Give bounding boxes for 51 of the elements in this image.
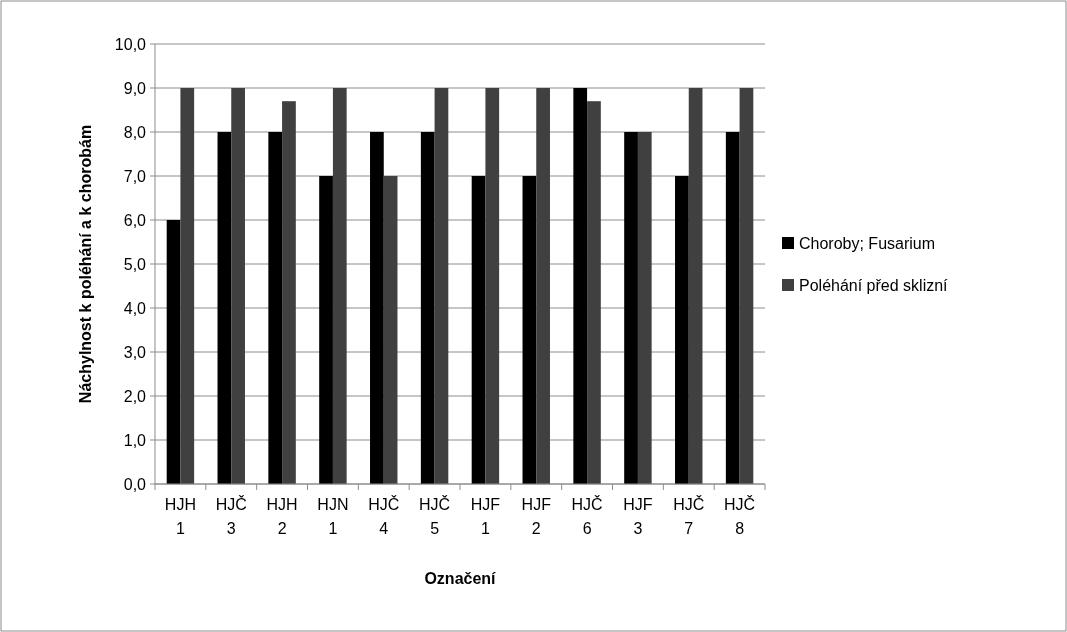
bar	[725, 132, 740, 484]
x-tick-label: HJF 3	[623, 496, 653, 537]
y-tick-label: 5,0	[123, 255, 147, 273]
bar	[624, 132, 638, 484]
bar	[319, 176, 333, 484]
bar	[370, 132, 384, 484]
bar	[420, 132, 435, 484]
bar	[536, 88, 550, 484]
y-tick-label: 9,0	[123, 79, 147, 97]
y-axis-title: Náchylnost k poléhání a k chorobám	[77, 124, 94, 404]
legend-label: Poléhání před sklizní	[799, 276, 949, 294]
x-tick-label: HJČ 7	[673, 495, 705, 537]
bar	[587, 101, 601, 484]
bar	[268, 132, 283, 484]
x-tick-label: HJF 2	[521, 496, 552, 537]
bar	[217, 132, 232, 484]
x-tick-label: HJČ 5	[419, 495, 451, 537]
y-tick-label: 7,0	[123, 167, 147, 185]
bar	[522, 176, 537, 484]
bar	[688, 88, 703, 484]
bar	[739, 88, 754, 484]
x-tick-label: HJČ 4	[368, 495, 400, 537]
legend-label: Choroby; Fusarium	[799, 234, 936, 252]
y-tick-label: 6,0	[123, 211, 147, 229]
x-tick-label: HJN 1	[317, 496, 349, 537]
bar	[573, 88, 588, 484]
y-tick-label: 1,0	[123, 431, 147, 449]
y-tick-label: 10,0	[114, 35, 147, 53]
bar	[434, 88, 449, 484]
bar	[180, 88, 195, 484]
x-tick-label: HJH 2	[266, 496, 298, 537]
bar	[231, 88, 245, 484]
bar	[637, 132, 652, 484]
y-tick-label: 8,0	[123, 123, 147, 141]
x-tick-label: HJČ 3	[215, 495, 247, 537]
bar	[166, 220, 181, 484]
y-tick-label: 0,0	[123, 475, 147, 493]
x-tick-label: HJČ 6	[571, 495, 603, 537]
x-tick-label: HJH 1	[164, 496, 196, 537]
y-tick-label: 3,0	[123, 343, 147, 361]
bar	[332, 88, 347, 484]
bar	[471, 176, 486, 484]
x-tick-label: HJČ 8	[724, 495, 756, 537]
x-axis-title: Označení	[424, 570, 497, 587]
bar	[675, 176, 689, 484]
bar	[282, 101, 296, 484]
bar	[383, 176, 398, 484]
bar	[485, 88, 500, 484]
x-tick-label: HJF 1	[470, 496, 501, 537]
y-tick-label: 2,0	[123, 387, 147, 405]
y-tick-label: 4,0	[123, 299, 147, 317]
